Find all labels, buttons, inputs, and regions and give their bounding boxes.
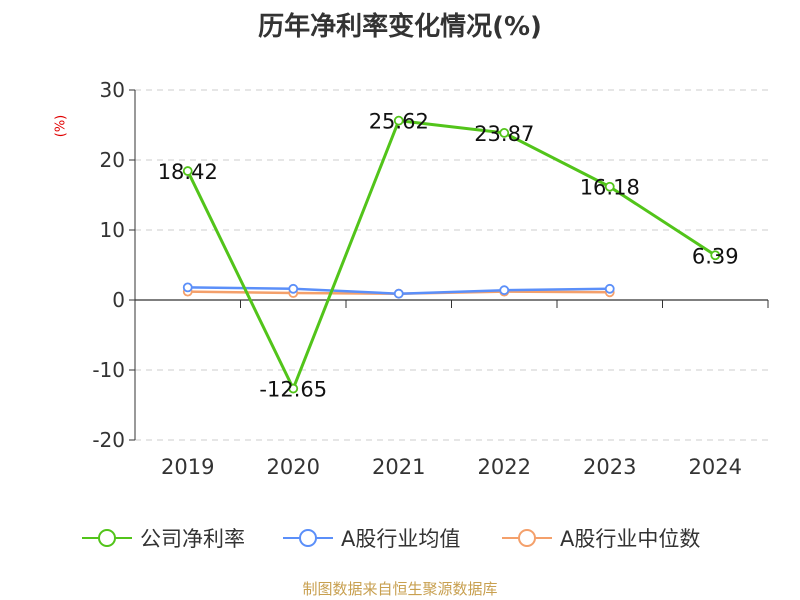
chart-title: 历年净利率变化情况(%) (258, 12, 542, 42)
data-point (393, 288, 404, 299)
legend-label: A股行业均值 (341, 527, 461, 551)
x-tick-label: 2022 (478, 455, 531, 479)
axes: 30 20 10 0 -10 -20 2019 2020 2021 2022 2023 2024 (92, 78, 769, 479)
x-tick-label: 2023 (583, 455, 636, 479)
y-tick-label: 0 (112, 288, 125, 312)
data-label: -12.65 (259, 378, 327, 402)
data-point (288, 383, 299, 394)
data-point (604, 181, 615, 192)
series-line (186, 119, 717, 391)
data-label: 6.39 (692, 244, 739, 268)
data-point (499, 128, 510, 138)
data-point (499, 285, 510, 296)
x-tick-label: 2019 (161, 455, 214, 479)
legend-line-marker-icon (82, 529, 132, 547)
data-point (604, 283, 615, 294)
x-tick-label: 2021 (372, 455, 425, 479)
legend-label: A股行业中位数 (560, 527, 701, 551)
data-label: 23.87 (474, 122, 534, 146)
data-label: 18.42 (158, 160, 218, 184)
data-label: 16.18 (580, 176, 640, 200)
x-tick-label: 2024 (689, 455, 742, 479)
legend-line-marker-icon (502, 529, 552, 547)
data-label: 25.62 (369, 110, 429, 134)
y-tick-label: 20 (100, 148, 125, 172)
y-tick-label: -20 (92, 428, 125, 452)
y-tick-label: 30 (100, 78, 125, 102)
data-point (288, 283, 299, 294)
data-point (182, 282, 193, 293)
data-point (393, 115, 404, 126)
y-tick-label: -10 (92, 358, 125, 382)
data-point (182, 166, 193, 176)
legend-line-marker-icon (283, 529, 333, 547)
series-lines (182, 115, 721, 394)
legend-item-industry-median[interactable]: A股行业中位数 (502, 520, 700, 556)
legend-label: 公司净利率 (140, 527, 245, 551)
line-chart: 30 20 10 0 -10 -20 2019 2020 2021 2022 2023 2024 18… (92, 78, 769, 479)
data-source-note: 制图数据来自恒生聚源数据库 (302, 580, 498, 598)
data-labels: 18.42 -12.65 25.62 23.87 16.18 6.39 (158, 110, 739, 402)
x-tick-label: 2020 (267, 455, 320, 479)
y-tick-label: 10 (100, 218, 125, 242)
data-point (710, 250, 721, 261)
legend-item-company-margin[interactable]: 公司净利率 (82, 520, 245, 556)
gridlines (135, 89, 768, 441)
legend-item-industry-mean[interactable]: A股行业均值 (283, 520, 460, 556)
legend: 公司净利率 A股行业均值 A股行业中位数 (0, 520, 800, 556)
